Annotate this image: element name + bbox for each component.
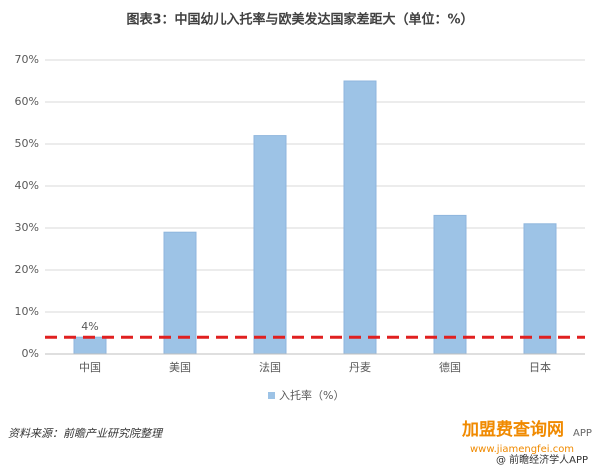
y-tick-label: 40% <box>15 179 39 192</box>
y-tick-label: 20% <box>15 263 39 276</box>
x-tick-label: 日本 <box>529 360 551 374</box>
watermark: www.jiamengfei.com <box>470 444 574 455</box>
y-tick-label: 0% <box>22 347 39 360</box>
watermark: @ 前瞻经济学人APP <box>496 453 588 466</box>
bar <box>343 80 377 355</box>
watermark: APP <box>573 428 592 439</box>
x-tick-label: 法国 <box>259 360 281 374</box>
bar <box>523 223 557 355</box>
bar <box>433 214 467 355</box>
x-tick-label: 德国 <box>439 360 461 374</box>
y-tick-label: 50% <box>15 137 39 150</box>
source: 资料来源：前瞻产业研究院整理 <box>8 427 164 440</box>
y-tick-label: 60% <box>15 95 39 108</box>
y-tick-label: 10% <box>15 305 39 318</box>
x-tick-label: 中国 <box>79 361 101 374</box>
x-tick-label: 丹麦 <box>349 361 371 374</box>
legend-label: 入托率（%） <box>279 388 344 402</box>
legend-swatch <box>268 392 275 399</box>
data-label: 4% <box>81 320 98 333</box>
bar <box>163 231 197 355</box>
y-tick-label: 30% <box>15 221 39 234</box>
bar <box>253 135 287 355</box>
bar <box>73 336 107 355</box>
y-tick-label: 70% <box>15 53 39 66</box>
watermark: 加盟费查询网 <box>461 419 564 440</box>
chart-title: 图表3：中国幼儿入托率与欧美发达国家差距大（单位：%） <box>126 12 473 28</box>
x-tick-label: 美国 <box>169 361 191 374</box>
